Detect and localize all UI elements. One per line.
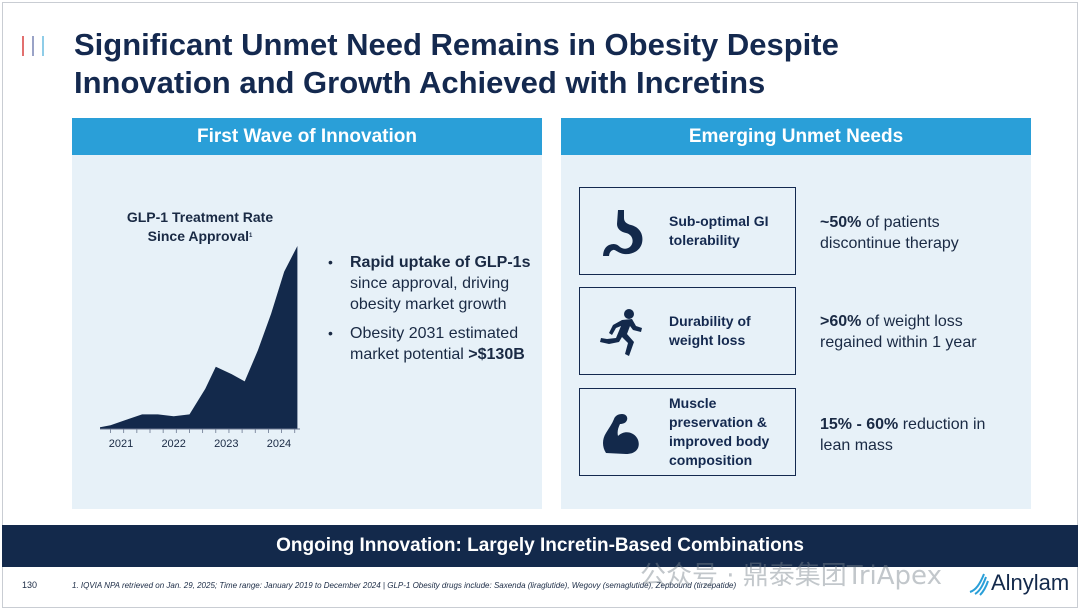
- chart-title-line1: GLP-1 Treatment Rate: [126, 209, 274, 225]
- flexed-arm-icon: [603, 414, 639, 454]
- running-person-icon: [600, 309, 642, 356]
- bullet-text: Obesity 2031 estimated market potential: [350, 325, 519, 363]
- first-wave-header: First Wave of Innovation: [72, 118, 542, 155]
- need-card-gi: Sub-optimal GI tolerability: [579, 187, 796, 275]
- need-stat-text: of weight loss regained within 1 year: [820, 313, 977, 351]
- glp1-area-series: [100, 246, 298, 429]
- bullet-item: Rapid uptake of GLP-1s since approval, d…: [326, 252, 536, 315]
- bullet-text: since approval, driving obesity market g…: [350, 275, 510, 313]
- unmet-needs-panel: Emerging Unmet Needs Sub-optimal GI tole…: [561, 118, 1031, 509]
- slide-title-line1: Significant Unmet Need Remains in Obesit…: [74, 27, 839, 62]
- alnylam-logo-icon: [969, 573, 989, 596]
- alnylam-logo: Alnylam: [968, 570, 1069, 596]
- left-bullet-list: Rapid uptake of GLP-1s since approval, d…: [326, 252, 536, 373]
- bullet-bold: >$130B: [468, 346, 525, 363]
- stomach-icon: [603, 210, 643, 256]
- bullet-item: Obesity 2031 estimated market potential …: [326, 323, 536, 365]
- need-stat-bold: >60%: [820, 313, 862, 330]
- bullet-bold: Rapid uptake of GLP-1s: [350, 254, 531, 271]
- need-label: Sub-optimal GI tolerability: [669, 213, 769, 248]
- need-stat: ~50% of patients discontinue therapy: [820, 212, 1020, 254]
- page-number: 130: [22, 580, 38, 590]
- need-stat-text: reduction in lean mass: [820, 416, 986, 454]
- first-wave-panel: First Wave of Innovation GLP-1 Treatment…: [72, 118, 542, 509]
- chart-title-footnote-marker: 1: [249, 233, 253, 239]
- x-tick-label: 2021: [109, 438, 133, 450]
- need-card-durability: Durability of weight loss: [579, 287, 796, 375]
- need-stat-bold: ~50%: [820, 214, 862, 231]
- alnylam-logo-text: Alnylam: [991, 570, 1070, 595]
- chart-title: GLP-1 Treatment Rate Since Approval1: [100, 208, 300, 246]
- x-tick-label: 2024: [267, 438, 291, 450]
- slide-title: Significant Unmet Need Remains in Obesit…: [74, 26, 974, 102]
- need-stat-bold: 15% - 60%: [820, 416, 899, 433]
- title-accent-bars: [22, 36, 54, 56]
- chart-title-line2: Since Approval: [147, 228, 250, 244]
- need-label: Muscle preservation & improved body comp…: [669, 395, 770, 468]
- slide-title-line2: Innovation and Growth Achieved with Incr…: [74, 65, 766, 100]
- need-stat-text: of patients discontinue therapy: [820, 214, 959, 252]
- unmet-needs-header: Emerging Unmet Needs: [561, 118, 1031, 155]
- footnote: 1. IQVIA NPA retrieved on Jan. 29, 2025;…: [72, 581, 737, 590]
- x-tick-label: 2022: [161, 438, 185, 450]
- x-tick-label: 2023: [214, 438, 238, 450]
- ongoing-innovation-banner: Ongoing Innovation: Largely Incretin-Bas…: [2, 525, 1078, 567]
- need-stat: 15% - 60% reduction in lean mass: [820, 414, 1020, 456]
- glp1-area-chart: 2021 2022 2023 2024: [100, 246, 300, 450]
- need-stat: >60% of weight loss regained within 1 ye…: [820, 311, 1020, 353]
- need-label: Durability of weight loss: [669, 313, 751, 348]
- need-card-muscle: Muscle preservation & improved body comp…: [579, 388, 796, 476]
- wechat-watermark: 公众号 · 鼎泰集团TriApex: [640, 561, 942, 591]
